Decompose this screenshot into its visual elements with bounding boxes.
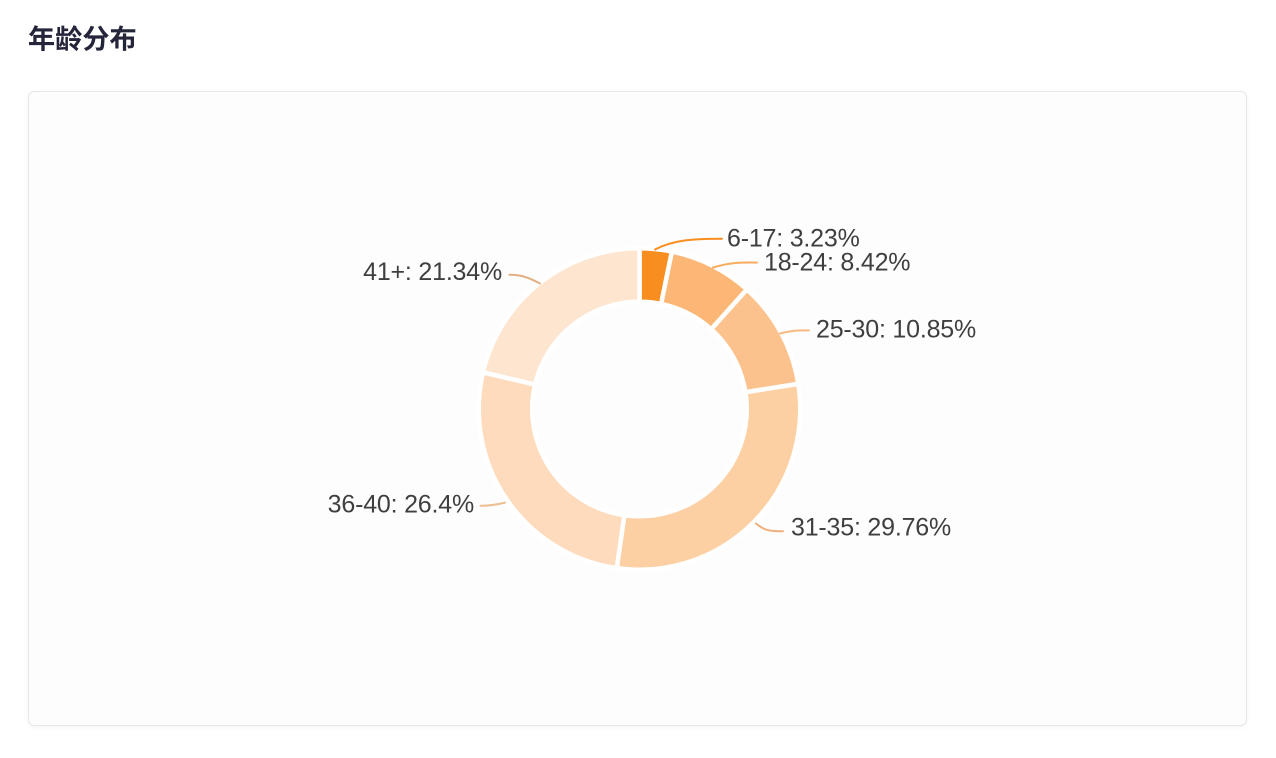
svg-text:18-24: 8.42%: 18-24: 8.42% (764, 249, 910, 277)
svg-text:25-30: 10.85%: 25-30: 10.85% (816, 316, 976, 344)
svg-text:36-40: 26.4%: 36-40: 26.4% (328, 491, 474, 519)
svg-text:6-17: 3.23%: 6-17: 3.23% (727, 225, 860, 253)
svg-text:41+: 21.34%: 41+: 21.34% (363, 258, 502, 286)
svg-text:31-35: 29.76%: 31-35: 29.76% (791, 514, 951, 542)
